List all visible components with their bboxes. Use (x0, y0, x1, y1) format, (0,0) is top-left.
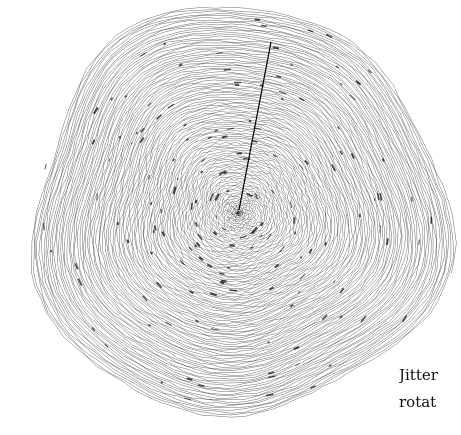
speckle (300, 274, 305, 280)
speckle (215, 130, 218, 131)
speckle (224, 69, 231, 70)
speckle (301, 257, 302, 259)
speckle (119, 137, 120, 139)
speckle (250, 247, 253, 248)
caption-line-1: Jitter (399, 362, 461, 389)
speckle (217, 53, 223, 54)
speckle (295, 364, 300, 366)
speckle (195, 245, 197, 247)
speckle (199, 257, 203, 260)
speckle (275, 265, 279, 268)
speckle (44, 223, 45, 230)
speckle (329, 365, 332, 367)
speckle (261, 222, 262, 226)
speckle (290, 65, 292, 66)
speckle (151, 252, 152, 254)
speckle (192, 203, 193, 210)
speckle (383, 159, 384, 162)
speckle (273, 155, 276, 157)
speckle (168, 104, 174, 108)
speckle (299, 98, 304, 101)
speckle (197, 243, 200, 247)
dense-speckles (44, 20, 432, 400)
speckle (322, 315, 327, 319)
speckle (299, 165, 303, 170)
speckle (261, 26, 267, 27)
speckle (195, 321, 198, 322)
spiral-rings (31, 7, 456, 417)
speckle (201, 171, 203, 173)
speckle (189, 247, 192, 251)
speckle (222, 136, 227, 137)
speckle (336, 66, 339, 68)
speckle (412, 197, 413, 202)
speckle (131, 143, 132, 145)
speckle (179, 64, 182, 65)
speckle (255, 194, 258, 196)
speckle (198, 385, 205, 386)
speckle (273, 47, 279, 48)
speckle (281, 99, 283, 100)
speckle (161, 382, 163, 383)
speckle (163, 232, 165, 237)
speckle (294, 347, 299, 349)
caption-text: Jitter rotat (399, 362, 461, 416)
speckle (230, 245, 235, 246)
speckle (295, 232, 296, 235)
speckle (97, 193, 98, 200)
speckle (92, 140, 94, 145)
speckle (166, 322, 172, 326)
speckle (268, 342, 270, 343)
speckle (208, 137, 212, 139)
speckle (164, 43, 166, 44)
speckle (269, 288, 273, 290)
speckle (337, 127, 339, 130)
speckle (340, 288, 343, 293)
speckle (332, 165, 335, 171)
speckle (310, 249, 312, 254)
speckle (243, 159, 250, 160)
speckle (219, 273, 225, 274)
speckle (260, 235, 262, 237)
speckle (186, 139, 188, 140)
speckle (260, 85, 264, 86)
speckle (227, 190, 230, 191)
speckle (45, 164, 46, 170)
speckle (266, 394, 273, 395)
speckle (227, 128, 234, 129)
speckle (308, 30, 313, 32)
speckle (187, 378, 193, 380)
speckle (290, 202, 291, 209)
speckle (196, 200, 197, 203)
speckle (109, 159, 110, 162)
speckle (326, 34, 332, 37)
speckle (256, 196, 259, 199)
speckle (240, 236, 247, 239)
speckle (177, 178, 178, 180)
speckle (127, 240, 128, 243)
speckle (325, 242, 326, 245)
speckle (155, 225, 156, 230)
speckle (378, 193, 379, 200)
speckle (173, 159, 175, 161)
speckle (153, 230, 154, 233)
speckle (221, 281, 227, 282)
speckle (201, 159, 205, 162)
speckle (125, 96, 127, 98)
speckle (136, 132, 137, 134)
speckle (419, 240, 420, 245)
speckle (157, 282, 162, 287)
speckle (148, 324, 150, 326)
speckle (220, 282, 225, 283)
speckle (387, 238, 388, 245)
speckle (380, 193, 381, 200)
speckle (252, 227, 257, 233)
speckle (189, 291, 193, 293)
speckle (196, 222, 198, 226)
caption-line-2: rotat (399, 389, 461, 416)
spiral-path (31, 7, 456, 417)
